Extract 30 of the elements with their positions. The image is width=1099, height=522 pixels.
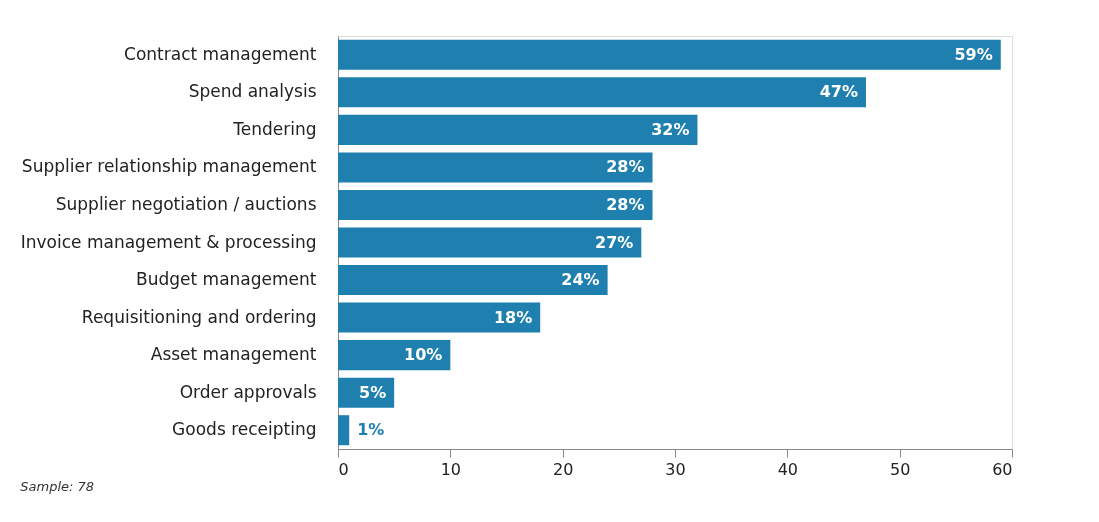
y-tick-label: Asset management <box>150 344 317 365</box>
data-label: 59% <box>954 44 993 64</box>
y-tick-label: Supplier relationship management <box>21 156 317 177</box>
x-tick-label: 20 <box>552 459 574 479</box>
data-label: 1% <box>357 420 385 440</box>
data-label: 47% <box>819 82 858 102</box>
x-tick-label: 60 <box>992 459 1013 479</box>
x-tick-label: 0 <box>338 459 349 479</box>
data-label: 28% <box>606 194 645 214</box>
text: Sample: 78 <box>20 479 95 494</box>
data-label: 27% <box>595 232 634 252</box>
x-tick-label: 30 <box>665 459 686 479</box>
y-tick-label: Contract management <box>124 43 317 64</box>
data-label: 18% <box>493 307 533 327</box>
y-tick-label: Spend analysis <box>188 81 317 102</box>
y-tick-label: Goods receipting <box>172 419 317 440</box>
data-label: 10% <box>404 345 443 365</box>
y-tick-label: Invoice management & processing <box>20 231 317 252</box>
y-tick-label: Tendering <box>232 118 317 139</box>
y-tick-label: Supplier negotiation / auctions <box>55 193 317 214</box>
y-tick-label: Requisitioning and ordering <box>81 306 317 327</box>
y-tick-label: Budget management <box>136 269 317 290</box>
x-tick-label: 50 <box>889 459 911 479</box>
data-label: 28% <box>606 157 645 177</box>
data-label: 5% <box>358 382 387 402</box>
y-tick-label: Order approvals <box>179 381 317 402</box>
data-label: 24% <box>561 270 600 290</box>
x-tick-label: 10 <box>440 459 462 479</box>
x-tick-label: 40 <box>777 459 799 479</box>
data-label: 32% <box>651 119 690 139</box>
